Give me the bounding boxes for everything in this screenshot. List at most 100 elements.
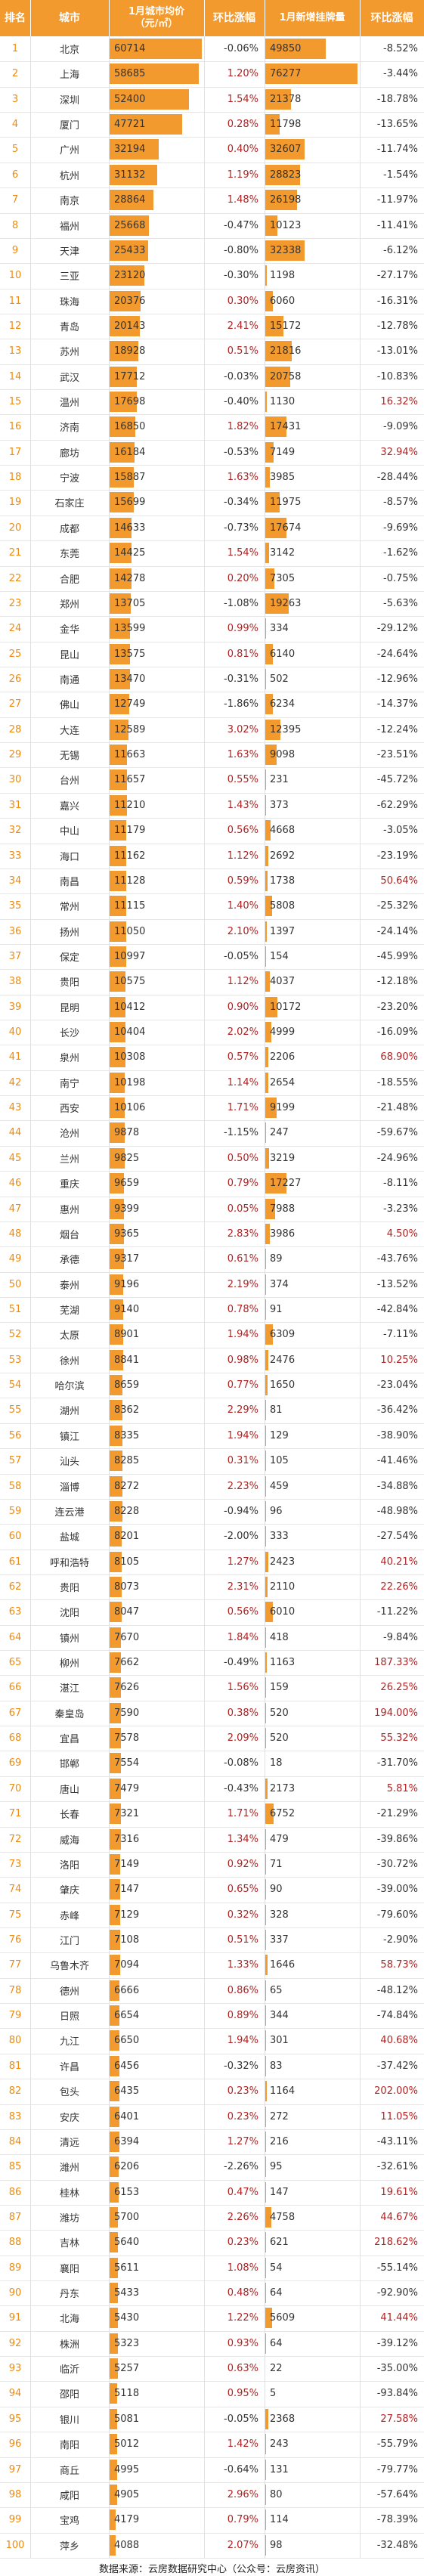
price-bar-cell: 5430 (110, 2305, 203, 2330)
city-cell: 南京 (59, 196, 79, 208)
price-change-cell: 2.83% (227, 1228, 258, 1240)
price-bar-cell: 6435 (110, 2079, 203, 2104)
price-bar (110, 1147, 125, 1169)
rank-cell: 96 (8, 2438, 22, 2451)
row-divider (0, 238, 424, 239)
listings-value: 32607 (270, 144, 302, 156)
price-bar (110, 2333, 118, 2354)
table-row: 7 南京 28864 1.48% 26198 -11.97% (0, 187, 424, 212)
listings-bar (265, 593, 289, 614)
listings-bar (265, 1475, 266, 1497)
rank-cell: 43 (8, 1102, 22, 1114)
price-change-cell: 1.94% (227, 1329, 258, 1341)
header-divider (109, 0, 110, 36)
listings-bar-cell: 89 (265, 1246, 359, 1271)
listings-bar (265, 215, 278, 236)
listings-bar-cell: 373 (265, 793, 359, 818)
row-divider (0, 1499, 424, 1500)
listings-change-cell: 218.62% (374, 2237, 418, 2249)
price-bar (110, 593, 131, 614)
price-bar-cell: 11657 (110, 767, 203, 792)
city-cell: 杭州 (59, 170, 79, 182)
listings-bar (265, 794, 266, 816)
listings-value: 95 (270, 2161, 283, 2173)
row-divider (0, 1877, 424, 1878)
listings-change-cell: 5.81% (386, 1782, 418, 1794)
listings-bar (265, 643, 273, 664)
row-divider (0, 1448, 424, 1449)
price-value: 5118 (114, 2388, 140, 2400)
city-cell: 中山 (59, 826, 79, 838)
listings-change-cell: -13.01% (376, 345, 418, 358)
price-bar-cell: 32194 (110, 137, 203, 162)
listings-value: 26198 (270, 194, 302, 206)
price-bar (110, 2030, 120, 2051)
row-divider (0, 112, 424, 113)
price-change-cell: 3.02% (227, 723, 258, 735)
listings-bar-cell: 64 (265, 2331, 359, 2356)
table-row: 45 兰州 9825 0.50% 3219 -24.96% (0, 1146, 424, 1171)
city-cell: 潍州 (59, 2163, 79, 2175)
city-cell: 武汉 (59, 372, 79, 384)
row-divider (0, 2104, 424, 2105)
listings-change-cell: -21.29% (376, 1808, 418, 1820)
listings-bar-cell: 7305 (265, 566, 359, 591)
city-cell: 临沂 (59, 2364, 79, 2376)
row-divider (0, 440, 424, 441)
price-bar-cell: 8073 (110, 1574, 203, 1599)
price-value: 10575 (114, 976, 146, 988)
listings-bar-cell: 21378 (265, 87, 359, 112)
rank-cell: 86 (8, 2186, 22, 2198)
listings-bar-cell: 90 (265, 1877, 359, 1902)
price-change-cell: 1.71% (227, 1808, 258, 1820)
price-value: 60714 (114, 43, 146, 54)
price-bar-cell: 7670 (110, 1625, 203, 1650)
price-change-cell: -0.40% (224, 396, 258, 408)
price-bar-cell: 5700 (110, 2205, 203, 2230)
listings-value: 337 (270, 1934, 289, 1946)
row-divider (0, 137, 424, 138)
listings-value: 7988 (270, 1203, 296, 1215)
price-bar (110, 392, 137, 413)
price-value: 5700 (114, 2211, 140, 2223)
price-change-cell: 2.31% (227, 1581, 258, 1593)
listings-change-cell: 10.25% (380, 1354, 418, 1366)
table-row: 17 廊坊 16184 -0.53% 7149 32.94% (0, 440, 424, 465)
city-cell: 保定 (59, 952, 79, 964)
city-cell: 乌鲁木齐 (49, 1961, 89, 1973)
price-value: 20143 (114, 320, 146, 332)
row-divider (0, 2003, 424, 2004)
listings-change-cell: -43.76% (376, 1253, 418, 1265)
price-bar (110, 845, 127, 866)
listings-bar-cell: 1650 (265, 1373, 359, 1398)
price-bar (110, 996, 125, 1017)
listings-bar (265, 1551, 268, 1572)
price-bar (110, 88, 190, 110)
price-bar (110, 1804, 121, 1825)
price-bar (110, 139, 159, 160)
price-change-cell: 0.65% (227, 1884, 258, 1896)
table-row: 49 承德 9317 0.61% 89 -43.76% (0, 1246, 424, 1271)
city-cell: 福州 (59, 221, 79, 233)
rank-cell: 21 (8, 547, 22, 559)
listings-value: 6309 (270, 1329, 296, 1341)
price-change-cell: 1.20% (227, 68, 258, 80)
rank-cell: 53 (8, 1354, 22, 1366)
listings-change-cell: -3.23% (383, 1203, 418, 1215)
listings-change-cell: -27.17% (376, 270, 418, 282)
table-row: 46 重庆 9659 0.79% 17227 -8.11% (0, 1171, 424, 1196)
price-change-cell: 0.51% (227, 345, 258, 358)
listings-change-cell: -2.90% (383, 1934, 418, 1946)
table-row: 61 呼和浩特 8105 1.27% 2423 40.21% (0, 1550, 424, 1574)
price-bar-cell: 10106 (110, 1095, 203, 1120)
price-bar (110, 694, 129, 715)
price-value: 9399 (114, 1203, 140, 1215)
listings-bar-cell: 129 (265, 1423, 359, 1448)
listings-bar (265, 1804, 274, 1825)
listings-bar (265, 441, 274, 463)
price-bar-cell: 5012 (110, 2432, 203, 2457)
row-divider (0, 263, 424, 264)
listings-bar (265, 1702, 266, 1723)
listings-value: 21378 (270, 93, 302, 105)
listings-value: 54 (270, 2262, 283, 2274)
